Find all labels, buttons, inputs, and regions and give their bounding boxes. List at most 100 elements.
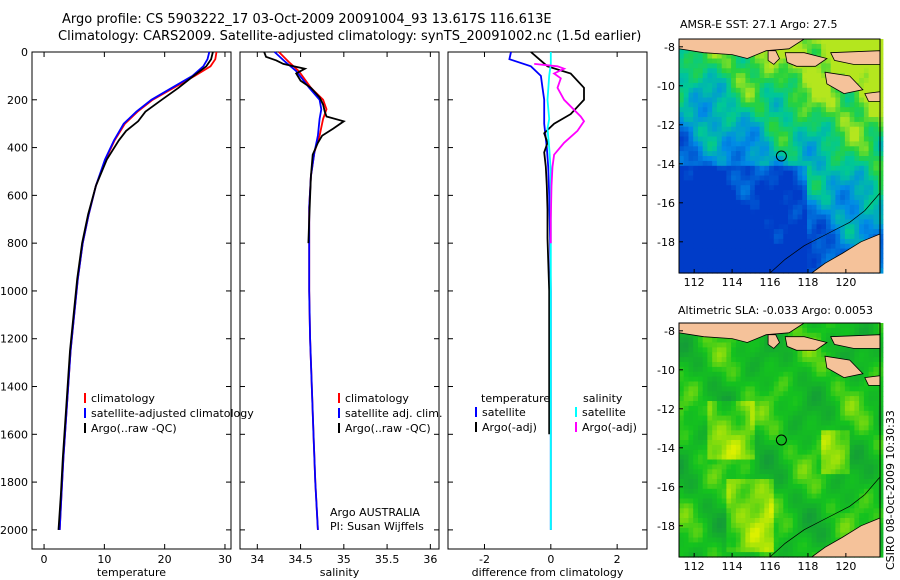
sst-map-argo-marker [775,150,787,162]
sst-map-cell [773,107,780,113]
sst-map-cell [769,63,775,69]
sla-map-cell [830,410,836,417]
sst-map-cell [745,102,751,108]
sla-map-cell [712,459,718,465]
sla-map-cell [854,386,860,392]
salinity-annotation: PI: Susan Wijffels [330,520,424,533]
sla-map-cell [759,518,765,524]
sla-map-cell [693,440,699,446]
sla-map-cell [797,376,803,383]
sla-map-cell [712,376,718,383]
sla-map-cell [802,459,808,465]
sst-map-cell [745,253,751,259]
sst-map-cell [778,199,784,206]
sst-map-cell [745,219,751,225]
sst-map-cell [783,97,789,103]
sst-map-cell [792,146,799,152]
sla-map-cell [783,532,789,539]
sla-map-cell [868,352,874,358]
sst-map-cell [716,199,723,206]
sla-map-cell [754,342,761,348]
sla-map-cell [712,366,718,373]
sst-map-cell [716,160,723,167]
sla-map-cell [878,498,884,504]
sla-map-cell [868,459,874,465]
sst-map-cell [721,170,727,177]
sla-map-cell [683,498,689,504]
temperature-profile-ytick-label: 1200 [0,333,28,346]
sst-map-cell [750,97,756,103]
sla-map-cell [797,483,803,490]
sst-map-cell [754,165,761,172]
sst-map-cell [731,224,737,230]
sla-map-cell [826,391,832,397]
sla-map-cell [750,420,756,426]
sla-map-cell [735,430,742,436]
sla-map-cell [821,332,827,339]
sst-map-cell [764,190,770,196]
sst-map-cell [707,175,713,181]
sla-map-cell [792,391,799,397]
sla-map-cell [702,537,708,543]
sst-map-cell [679,185,685,191]
sst-map-cell [854,141,860,147]
sla-map-cell [835,440,841,446]
sla-map-cell [679,547,685,553]
sla-map-cell [788,376,794,383]
sst-map-cell [873,190,879,196]
sla-map-cell [807,537,813,543]
sst-map-cell [816,43,822,50]
sla-map-cell [807,376,813,383]
sst-map-cell [778,268,784,274]
sla-map-cell [792,522,799,529]
sst-map-cell [783,175,789,181]
sla-map-cell [816,479,822,485]
sst-map-cell [830,87,836,94]
sst-map-cell [830,253,836,259]
sla-map-cell [754,449,761,456]
sla-map-cell [778,552,784,558]
sla-map-cell [859,474,865,480]
sla-map-cell [750,405,756,412]
sst-map-cell [821,102,827,108]
sla-map-cell [811,527,817,534]
sla-map-cell [740,352,746,358]
sla-map-cell [835,430,841,436]
sla-map-cell [797,386,803,392]
sst-map-cell [859,121,865,128]
sla-map-cell [683,552,689,558]
sst-map-cell [773,248,780,255]
sla-map-cell [840,430,846,436]
temperature-profile-ytick-label: 1800 [0,476,28,489]
sst-map-cell [754,160,761,167]
sst-map-cell [773,238,780,245]
sla-map-cell [683,347,689,353]
sla-map-cell [792,547,799,553]
sla-map-cell [764,347,770,353]
sst-map-cell [778,48,784,55]
sla-map-cell [754,513,761,519]
sst-map-cell [712,68,718,74]
sla-map-cell [750,410,756,417]
sst-map-cell [683,258,689,264]
sla-map-cell [769,464,775,470]
sla-map-cell [811,323,817,329]
sst-map-cell [854,92,860,99]
sla-map-cell [764,337,770,344]
sla-map-cell [707,410,713,417]
sst-map-cell [740,229,746,235]
sla-map-cell [835,401,841,407]
sst-map-cell [726,238,732,245]
sla-map-cell [759,352,765,358]
sla-map-cell [821,352,827,358]
sst-map-cell [698,185,704,191]
sst-map-cell [716,224,723,230]
sla-map-cell [683,518,689,524]
sst-map-cell [759,268,765,274]
sst-map-cell [878,156,884,162]
sst-map-cell [854,107,860,113]
sla-map-cell [816,454,822,461]
sst-map-cell [788,229,794,235]
sst-map-cell [878,102,884,108]
sst-map-cell [735,68,742,74]
